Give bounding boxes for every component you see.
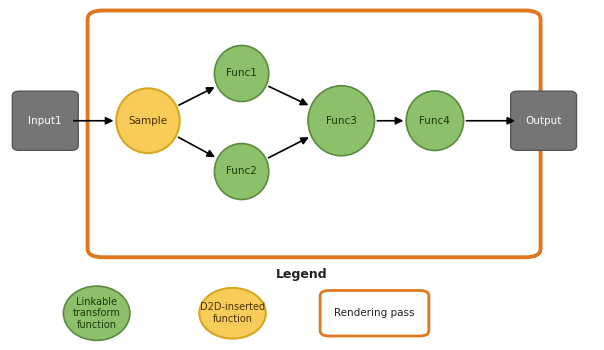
Text: Func2: Func2 — [226, 167, 257, 176]
Text: Func4: Func4 — [419, 116, 451, 126]
Ellipse shape — [406, 91, 464, 150]
Ellipse shape — [199, 288, 266, 339]
Text: D2D-inserted
function: D2D-inserted function — [200, 302, 265, 324]
Ellipse shape — [308, 86, 374, 156]
Text: Legend: Legend — [276, 268, 328, 281]
Text: Func3: Func3 — [326, 116, 357, 126]
Text: Input1: Input1 — [28, 116, 62, 126]
FancyBboxPatch shape — [511, 91, 576, 150]
Text: Linkable
transform
function: Linkable transform function — [72, 297, 121, 330]
FancyBboxPatch shape — [88, 10, 541, 257]
Text: Rendering pass: Rendering pass — [334, 308, 415, 318]
Ellipse shape — [214, 46, 269, 102]
FancyBboxPatch shape — [320, 290, 429, 336]
Ellipse shape — [214, 144, 269, 200]
Text: Func1: Func1 — [226, 69, 257, 78]
Ellipse shape — [116, 88, 180, 153]
FancyBboxPatch shape — [12, 91, 79, 150]
Ellipse shape — [63, 286, 130, 340]
Text: Sample: Sample — [129, 116, 167, 126]
Text: Output: Output — [525, 116, 562, 126]
